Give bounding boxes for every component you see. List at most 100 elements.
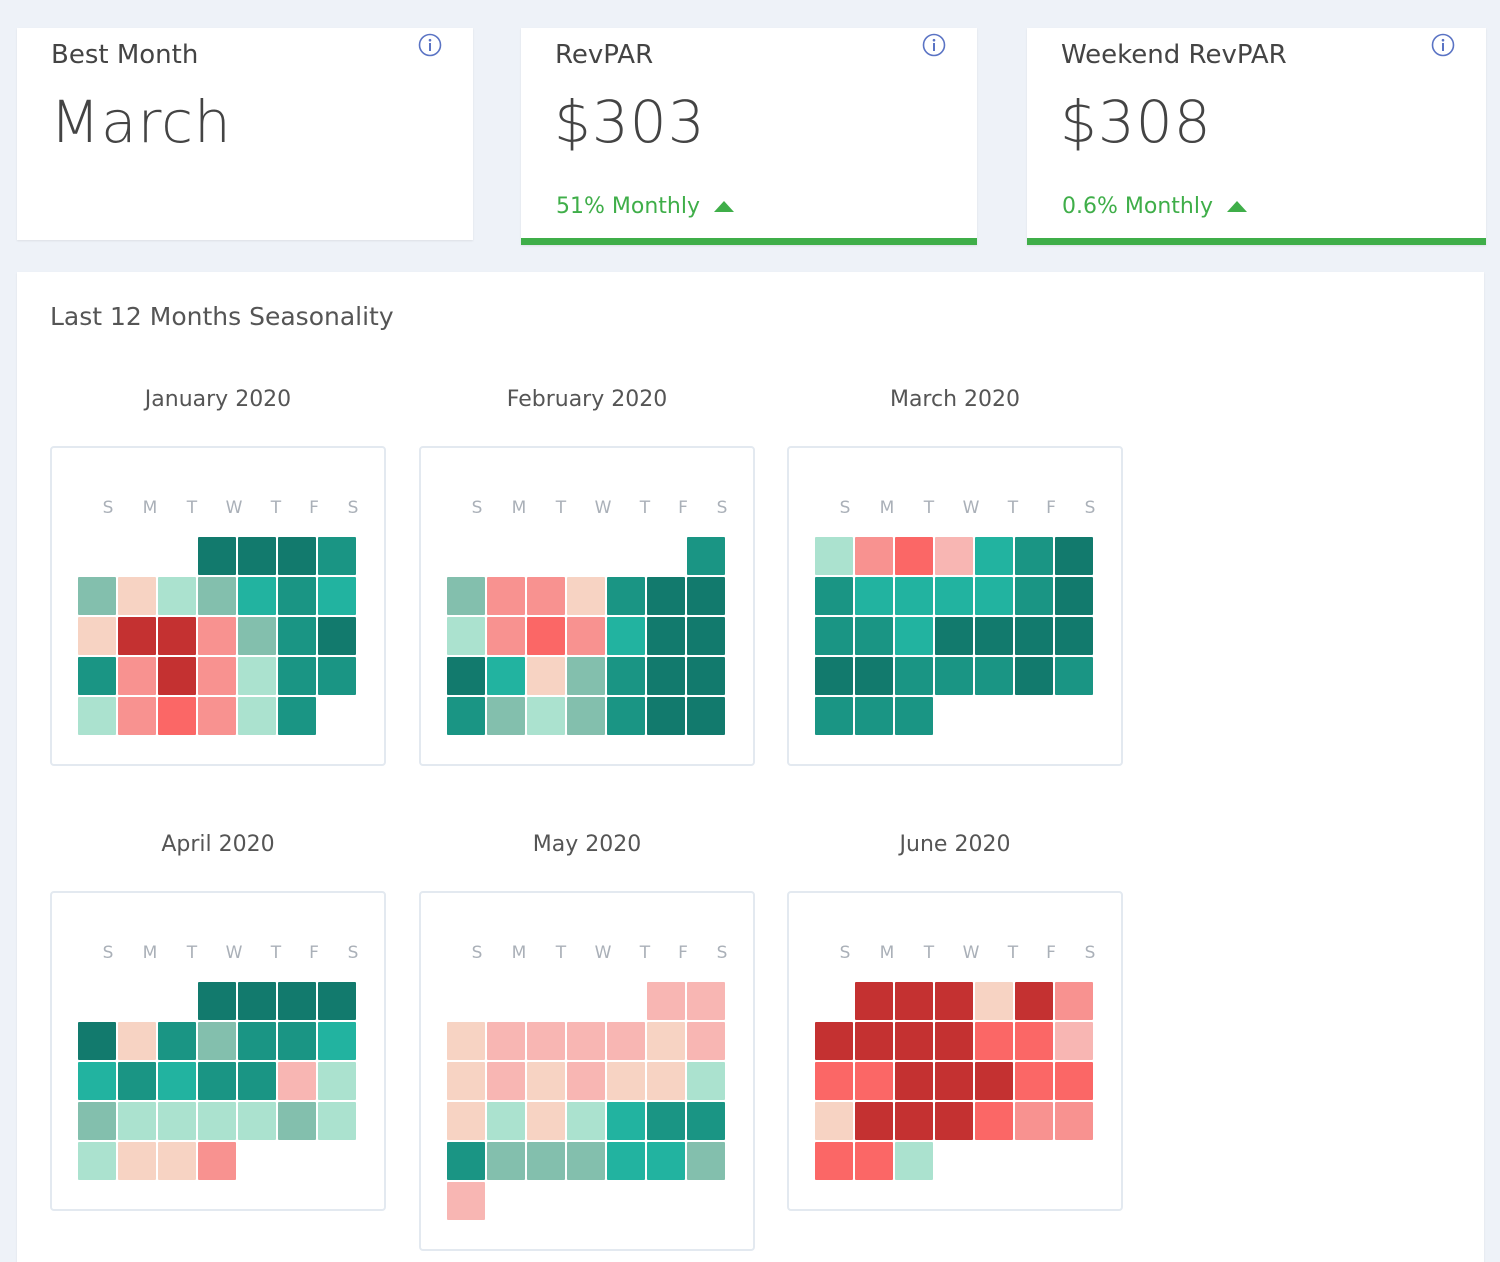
day-cell[interactable] — [197, 981, 237, 1021]
day-cell[interactable] — [974, 576, 1014, 616]
day-cell[interactable] — [237, 981, 277, 1021]
day-cell[interactable] — [317, 1101, 357, 1141]
day-cell[interactable] — [317, 576, 357, 616]
day-cell[interactable] — [277, 1061, 317, 1101]
day-cell[interactable] — [934, 536, 974, 576]
day-cell[interactable] — [566, 1061, 606, 1101]
day-cell[interactable] — [854, 1101, 894, 1141]
day-cell[interactable] — [566, 696, 606, 736]
day-cell[interactable] — [606, 1061, 646, 1101]
day-cell[interactable] — [686, 1021, 726, 1061]
day-cell[interactable] — [526, 1101, 566, 1141]
info-circle-icon[interactable] — [418, 33, 442, 57]
day-cell[interactable] — [446, 1021, 486, 1061]
day-cell[interactable] — [317, 1061, 357, 1101]
day-cell[interactable] — [526, 1021, 566, 1061]
day-cell[interactable] — [77, 1101, 117, 1141]
day-cell[interactable] — [197, 616, 237, 656]
day-cell[interactable] — [197, 656, 237, 696]
day-cell[interactable] — [894, 616, 934, 656]
day-cell[interactable] — [606, 696, 646, 736]
day-cell[interactable] — [277, 616, 317, 656]
day-cell[interactable] — [446, 616, 486, 656]
day-cell[interactable] — [317, 656, 357, 696]
day-cell[interactable] — [814, 696, 854, 736]
day-cell[interactable] — [157, 1141, 197, 1181]
day-cell[interactable] — [974, 1021, 1014, 1061]
day-cell[interactable] — [934, 576, 974, 616]
day-cell[interactable] — [854, 656, 894, 696]
day-cell[interactable] — [77, 1141, 117, 1181]
day-cell[interactable] — [1054, 656, 1094, 696]
info-circle-icon[interactable] — [1431, 33, 1455, 57]
info-circle-icon[interactable] — [922, 33, 946, 57]
day-cell[interactable] — [566, 656, 606, 696]
day-cell[interactable] — [974, 616, 1014, 656]
day-cell[interactable] — [446, 1181, 486, 1221]
day-cell[interactable] — [277, 981, 317, 1021]
day-cell[interactable] — [1054, 1101, 1094, 1141]
day-cell[interactable] — [974, 536, 1014, 576]
day-cell[interactable] — [934, 1101, 974, 1141]
day-cell[interactable] — [894, 696, 934, 736]
day-cell[interactable] — [486, 1021, 526, 1061]
day-cell[interactable] — [686, 1101, 726, 1141]
day-cell[interactable] — [646, 616, 686, 656]
day-cell[interactable] — [197, 576, 237, 616]
day-cell[interactable] — [1054, 576, 1094, 616]
day-cell[interactable] — [934, 981, 974, 1021]
day-cell[interactable] — [237, 696, 277, 736]
day-cell[interactable] — [894, 981, 934, 1021]
day-cell[interactable] — [974, 1101, 1014, 1141]
day-cell[interactable] — [446, 1101, 486, 1141]
day-cell[interactable] — [686, 981, 726, 1021]
day-cell[interactable] — [526, 576, 566, 616]
day-cell[interactable] — [646, 576, 686, 616]
day-cell[interactable] — [526, 1141, 566, 1181]
day-cell[interactable] — [1054, 616, 1094, 656]
day-cell[interactable] — [894, 536, 934, 576]
day-cell[interactable] — [646, 1101, 686, 1141]
day-cell[interactable] — [606, 656, 646, 696]
day-cell[interactable] — [317, 536, 357, 576]
day-cell[interactable] — [814, 616, 854, 656]
day-cell[interactable] — [277, 1101, 317, 1141]
day-cell[interactable] — [1014, 1101, 1054, 1141]
day-cell[interactable] — [606, 1101, 646, 1141]
day-cell[interactable] — [486, 576, 526, 616]
day-cell[interactable] — [277, 656, 317, 696]
day-cell[interactable] — [486, 1141, 526, 1181]
day-cell[interactable] — [446, 576, 486, 616]
day-cell[interactable] — [237, 1021, 277, 1061]
day-cell[interactable] — [446, 696, 486, 736]
day-cell[interactable] — [237, 536, 277, 576]
day-cell[interactable] — [526, 616, 566, 656]
day-cell[interactable] — [77, 696, 117, 736]
day-cell[interactable] — [157, 696, 197, 736]
day-cell[interactable] — [197, 1101, 237, 1141]
day-cell[interactable] — [974, 1061, 1014, 1101]
day-cell[interactable] — [1054, 1021, 1094, 1061]
day-cell[interactable] — [934, 1061, 974, 1101]
day-cell[interactable] — [117, 1061, 157, 1101]
day-cell[interactable] — [157, 1021, 197, 1061]
day-cell[interactable] — [646, 1141, 686, 1181]
day-cell[interactable] — [814, 1061, 854, 1101]
day-cell[interactable] — [1014, 576, 1054, 616]
day-cell[interactable] — [1014, 616, 1054, 656]
day-cell[interactable] — [526, 1061, 566, 1101]
day-cell[interactable] — [894, 1141, 934, 1181]
day-cell[interactable] — [117, 696, 157, 736]
day-cell[interactable] — [1054, 536, 1094, 576]
day-cell[interactable] — [277, 576, 317, 616]
day-cell[interactable] — [854, 576, 894, 616]
day-cell[interactable] — [157, 616, 197, 656]
day-cell[interactable] — [566, 1141, 606, 1181]
day-cell[interactable] — [197, 1141, 237, 1181]
day-cell[interactable] — [486, 1061, 526, 1101]
day-cell[interactable] — [894, 1101, 934, 1141]
day-cell[interactable] — [237, 1101, 277, 1141]
day-cell[interactable] — [237, 616, 277, 656]
day-cell[interactable] — [566, 1101, 606, 1141]
day-cell[interactable] — [1054, 981, 1094, 1021]
